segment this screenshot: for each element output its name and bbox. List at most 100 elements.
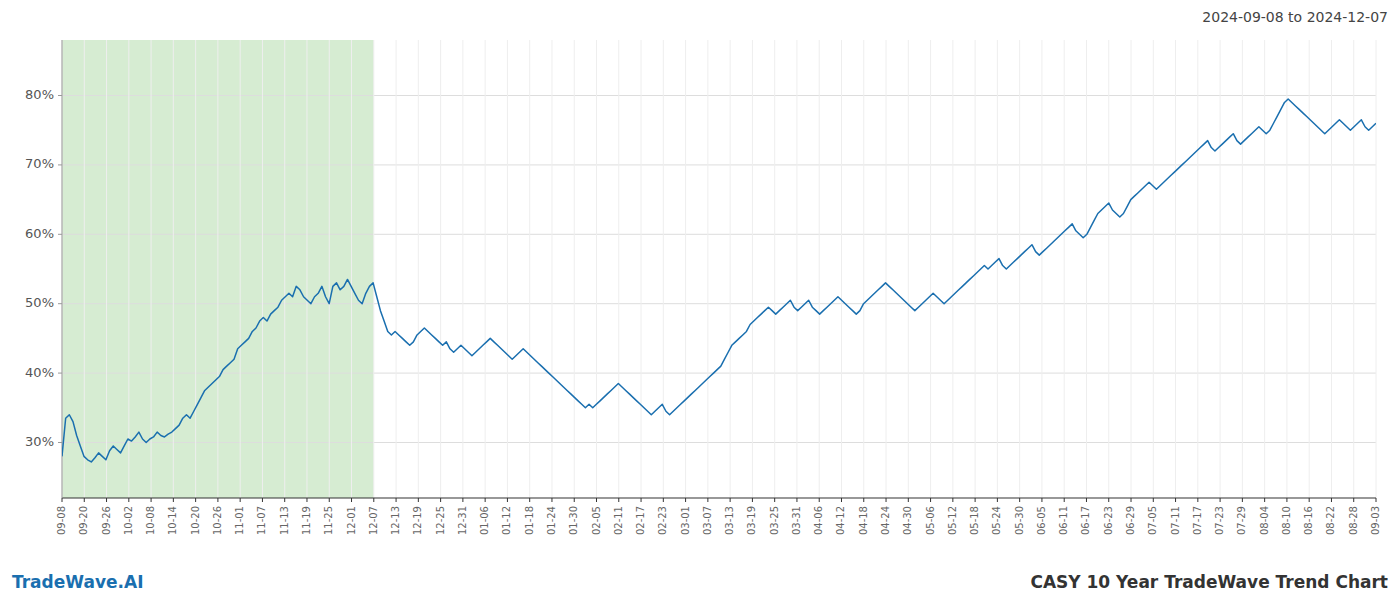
x-grid-line bbox=[240, 40, 241, 498]
y-tick-label: 50% bbox=[25, 295, 54, 310]
x-tick-label: 09-20 bbox=[78, 506, 89, 535]
x-tick bbox=[796, 498, 797, 502]
y-axis-line bbox=[62, 40, 63, 498]
x-tick bbox=[329, 498, 330, 502]
x-tick bbox=[262, 498, 263, 502]
x-tick-label: 04-12 bbox=[835, 506, 846, 535]
x-tick-label: 09-26 bbox=[101, 506, 112, 535]
y-tick-label: 70% bbox=[25, 156, 54, 171]
x-grid-line bbox=[618, 40, 619, 498]
y-tick bbox=[58, 164, 62, 165]
x-grid-line bbox=[1376, 40, 1377, 498]
x-tick bbox=[217, 498, 218, 502]
title: CASY 10 Year TradeWave Trend Chart bbox=[1030, 572, 1388, 592]
x-tick-label: 12-25 bbox=[435, 506, 446, 535]
x-tick bbox=[1019, 498, 1020, 502]
y-grid-line bbox=[62, 442, 1376, 443]
x-tick-label: 10-14 bbox=[167, 506, 178, 535]
x-grid-line bbox=[1220, 40, 1221, 498]
x-grid-line bbox=[930, 40, 931, 498]
x-tick-label: 03-07 bbox=[702, 506, 713, 535]
x-grid-line bbox=[841, 40, 842, 498]
x-tick bbox=[841, 498, 842, 502]
y-tick bbox=[58, 234, 62, 235]
x-tick bbox=[151, 498, 152, 502]
x-tick bbox=[195, 498, 196, 502]
x-tick bbox=[106, 498, 107, 502]
x-tick-label: 06-11 bbox=[1058, 506, 1069, 535]
x-grid-line bbox=[351, 40, 352, 498]
highlight-layer bbox=[62, 40, 374, 498]
y-tick bbox=[58, 373, 62, 374]
x-tick-label: 06-29 bbox=[1125, 506, 1136, 535]
x-tick-label: 08-28 bbox=[1348, 506, 1359, 535]
x-tick bbox=[240, 498, 241, 502]
x-tick bbox=[1041, 498, 1042, 502]
x-grid-line bbox=[574, 40, 575, 498]
x-tick bbox=[396, 498, 397, 502]
x-grid-line bbox=[217, 40, 218, 498]
x-tick bbox=[574, 498, 575, 502]
x-grid-line bbox=[1131, 40, 1132, 498]
x-grid-line bbox=[1286, 40, 1287, 498]
x-tick-label: 03-19 bbox=[746, 506, 757, 535]
x-tick bbox=[306, 498, 307, 502]
x-tick-label: 09-03 bbox=[1370, 506, 1381, 535]
x-grid-line bbox=[685, 40, 686, 498]
x-tick bbox=[1197, 498, 1198, 502]
x-grid-line bbox=[1353, 40, 1354, 498]
y-grid-line bbox=[62, 234, 1376, 235]
x-tick-label: 10-20 bbox=[190, 506, 201, 535]
y-tick-label: 40% bbox=[25, 365, 54, 380]
y-tick bbox=[58, 442, 62, 443]
x-tick-label: 05-12 bbox=[947, 506, 958, 535]
x-tick bbox=[1086, 498, 1087, 502]
y-tick-label: 30% bbox=[25, 434, 54, 449]
subtitle: 2024-09-08 to 2024-12-07 bbox=[1202, 9, 1388, 25]
x-tick-label: 05-24 bbox=[991, 506, 1002, 535]
x-tick-label: 08-04 bbox=[1259, 506, 1270, 535]
x-tick bbox=[529, 498, 530, 502]
chart: 30%40%50%60%70%80%09-0809-2009-2610-0210… bbox=[0, 0, 1400, 600]
x-tick-label: 10-26 bbox=[212, 506, 223, 535]
x-tick bbox=[1175, 498, 1176, 502]
x-tick-label: 06-23 bbox=[1103, 506, 1114, 535]
x-grid-line bbox=[507, 40, 508, 498]
x-grid-line bbox=[796, 40, 797, 498]
x-tick-label: 01-24 bbox=[546, 506, 557, 535]
x-tick-label: 12-13 bbox=[390, 506, 401, 535]
x-grid-line bbox=[975, 40, 976, 498]
x-tick bbox=[1108, 498, 1109, 502]
x-grid-line bbox=[707, 40, 708, 498]
x-tick-label: 12-07 bbox=[368, 506, 379, 535]
x-grid-line bbox=[195, 40, 196, 498]
x-grid-line bbox=[306, 40, 307, 498]
x-grid-line bbox=[440, 40, 441, 498]
x-tick-label: 02-23 bbox=[657, 506, 668, 535]
x-tick-label: 11-25 bbox=[323, 506, 334, 535]
x-grid-line bbox=[952, 40, 953, 498]
x-grid-line bbox=[863, 40, 864, 498]
x-tick-label: 02-05 bbox=[591, 506, 602, 535]
x-grid-line bbox=[774, 40, 775, 498]
x-tick-label: 03-01 bbox=[680, 506, 691, 535]
x-tick bbox=[752, 498, 753, 502]
x-tick bbox=[908, 498, 909, 502]
x-tick-label: 01-06 bbox=[479, 506, 490, 535]
x-grid-line bbox=[1197, 40, 1198, 498]
x-grid-line bbox=[151, 40, 152, 498]
x-tick bbox=[863, 498, 864, 502]
x-grid-line bbox=[1242, 40, 1243, 498]
x-tick bbox=[84, 498, 85, 502]
x-tick-label: 04-06 bbox=[813, 506, 824, 535]
x-grid-line bbox=[1309, 40, 1310, 498]
x-tick-label: 07-23 bbox=[1214, 506, 1225, 535]
x-tick-label: 07-05 bbox=[1147, 506, 1158, 535]
x-tick bbox=[596, 498, 597, 502]
x-tick-label: 08-22 bbox=[1325, 506, 1336, 535]
x-tick bbox=[440, 498, 441, 502]
x-tick bbox=[351, 498, 352, 502]
x-tick-label: 04-30 bbox=[902, 506, 913, 535]
x-tick bbox=[819, 498, 820, 502]
x-axis-line bbox=[62, 497, 1376, 498]
